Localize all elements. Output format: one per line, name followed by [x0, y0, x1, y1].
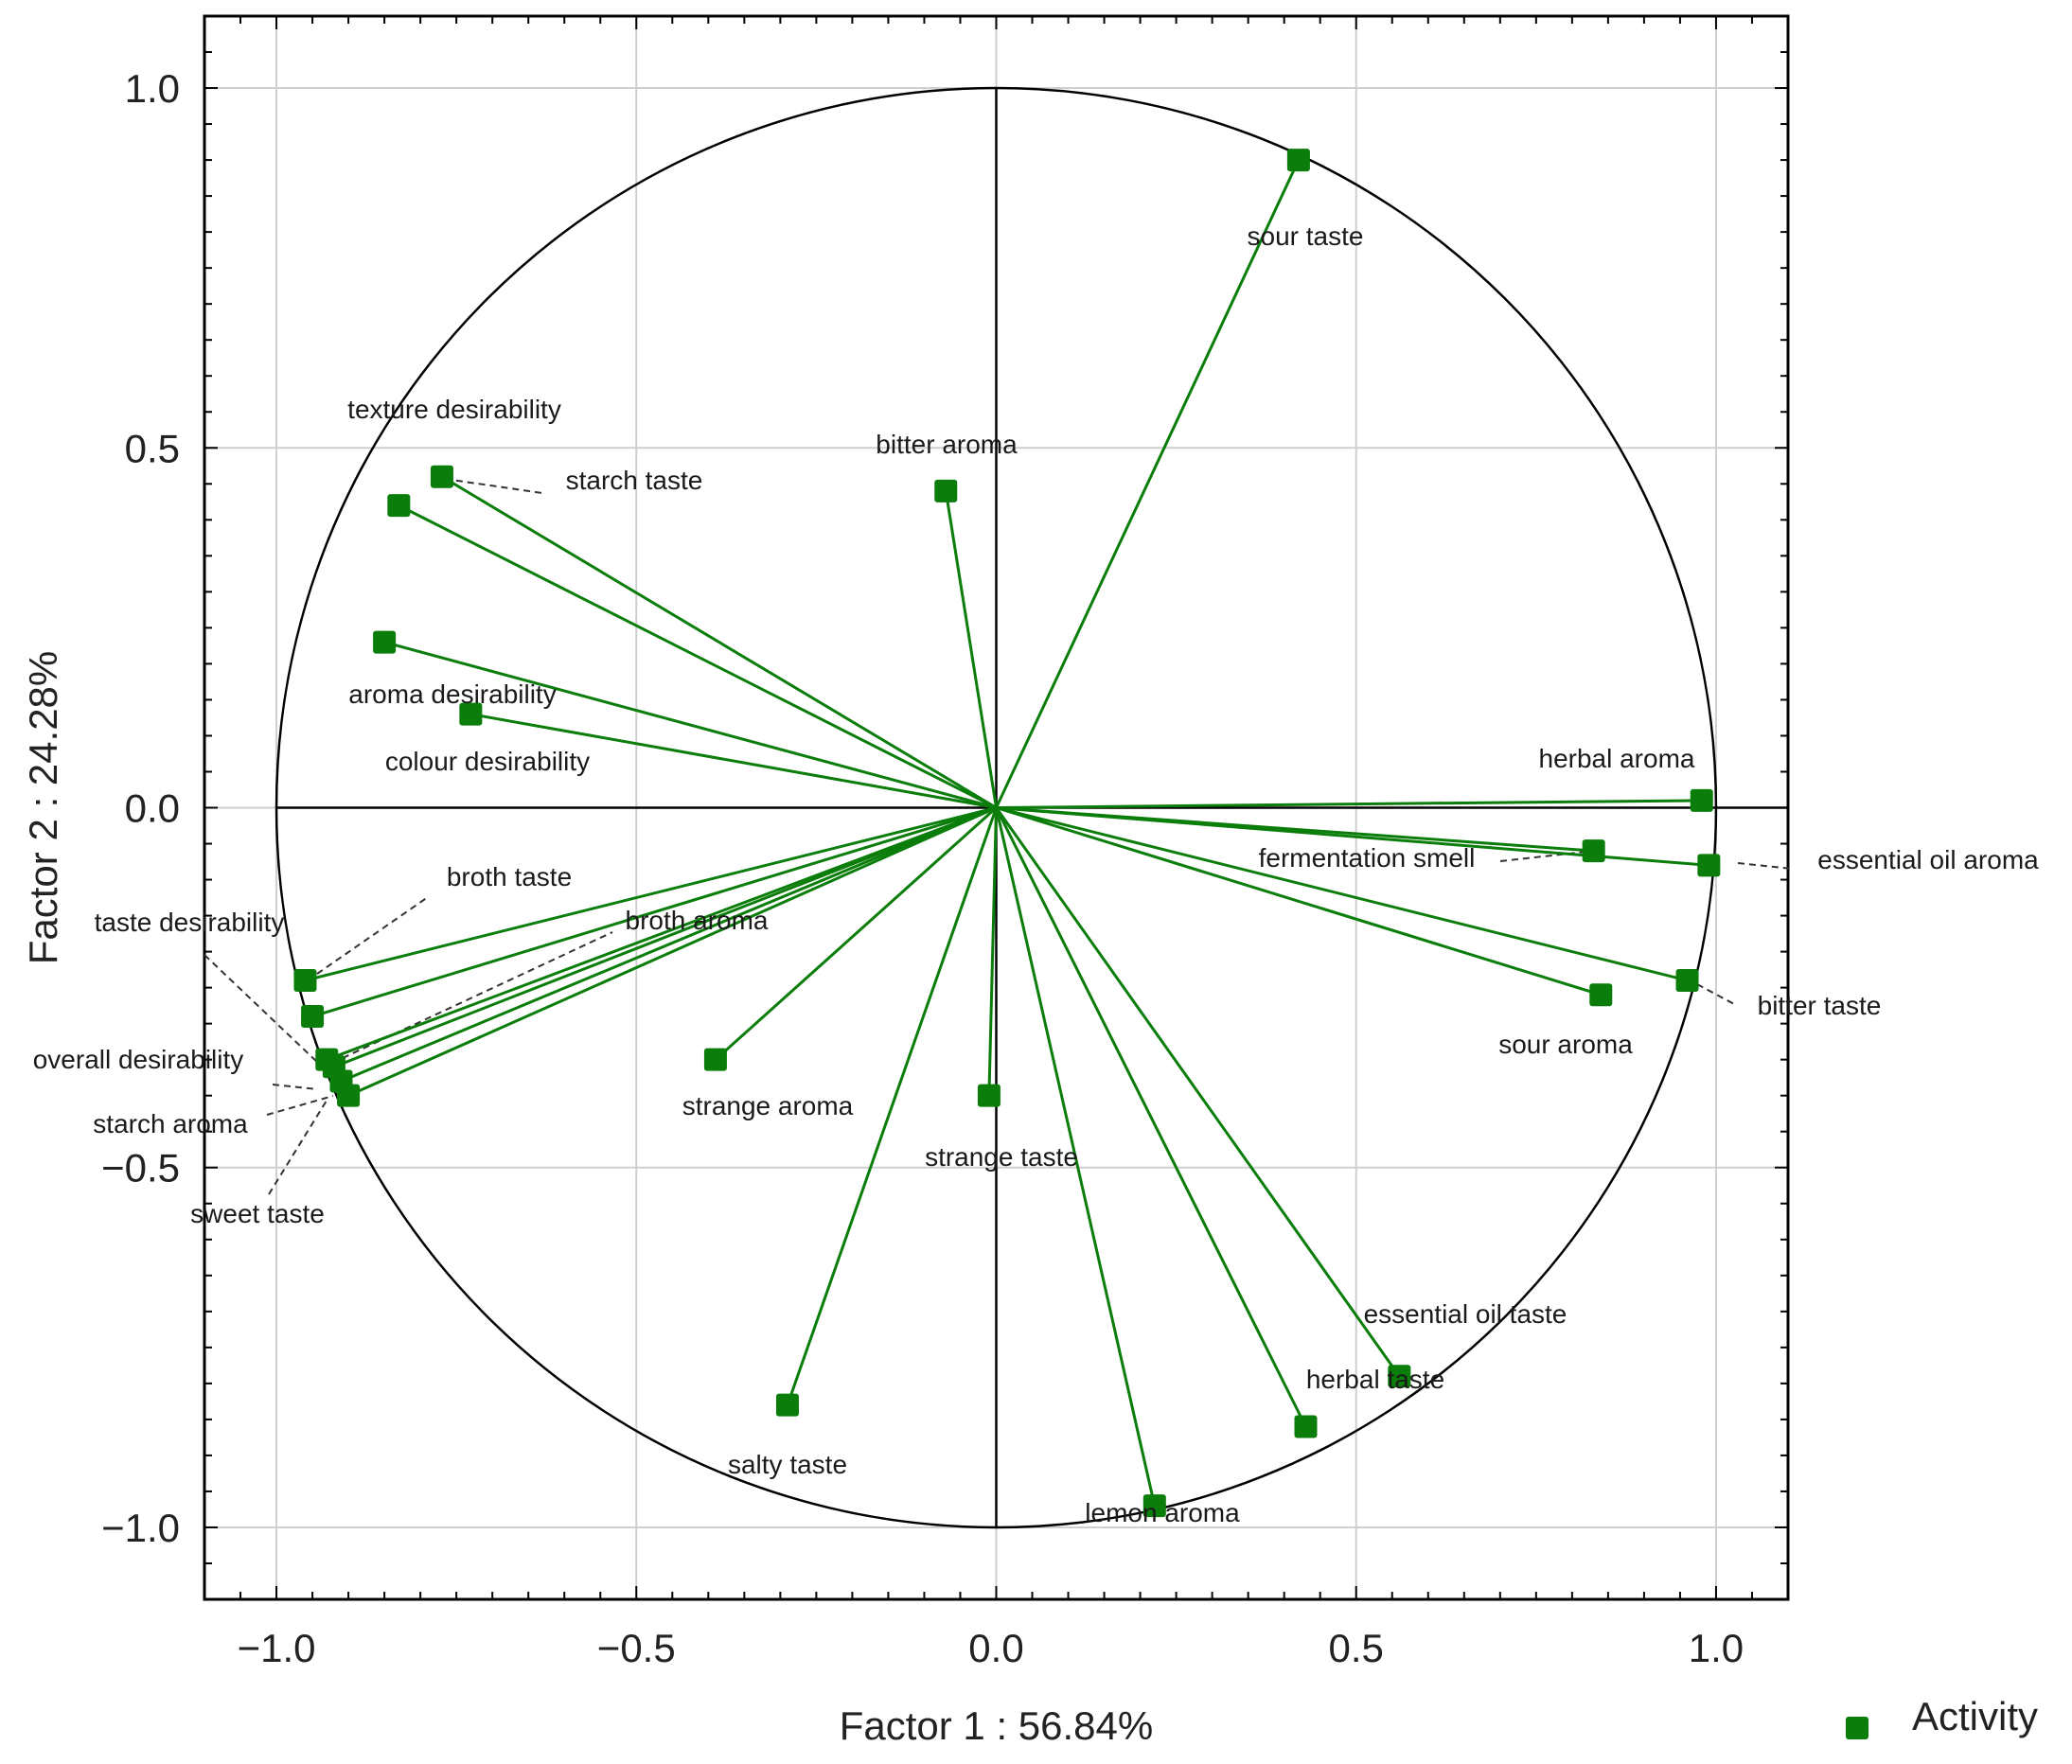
label-essential-oil-taste: essential oil taste — [1364, 1299, 1567, 1329]
y-tick-label-0: −1.0 — [101, 1506, 180, 1550]
x-tick-label-0: −1.0 — [238, 1626, 316, 1670]
marker-sour-taste — [1286, 149, 1310, 172]
vector-starch-aroma — [340, 806, 998, 1083]
label-herbal-taste: herbal taste — [1306, 1365, 1444, 1394]
label-aroma-desirability: aroma desirability — [348, 679, 556, 709]
marker-essential-oil-aroma — [1697, 854, 1721, 877]
x-tick-label-2: 0.0 — [968, 1626, 1023, 1670]
vector-broth-taste — [305, 806, 997, 982]
vector-herbal-aroma — [996, 799, 1702, 809]
vector-sweet-taste — [347, 806, 998, 1098]
label-broth-taste: broth taste — [447, 862, 572, 891]
label-salty-taste: salty taste — [728, 1450, 847, 1479]
marker-starch-taste — [430, 465, 453, 488]
vector-strange-taste — [987, 807, 998, 1096]
y-axis-title: Factor 2 : 24.28% — [21, 651, 65, 965]
tick-labels: −1.0 −0.5 0.0 0.5 1.0 −1.0 −0.5 0.0 0.5 1.0 — [101, 66, 1744, 1670]
label-fermentation-smell: fermentation smell — [1259, 843, 1476, 873]
marker-texture-desirability — [387, 494, 411, 518]
leader-overall-desirability — [272, 1084, 318, 1090]
loading-vectors — [305, 159, 1709, 1507]
marker-strange-aroma — [703, 1048, 727, 1071]
marker-bitter-taste — [1675, 969, 1699, 993]
leader-fermentation-smell — [1499, 850, 1596, 862]
label-bitter-taste: bitter taste — [1758, 991, 1882, 1020]
vector-bitter-aroma — [944, 490, 998, 808]
leader-starch-taste — [444, 478, 543, 494]
marker-salty-taste — [775, 1393, 799, 1417]
vector-strange-aroma — [714, 806, 998, 1061]
leader-starch-aroma — [266, 1095, 334, 1116]
x-tick-label-3: 0.5 — [1329, 1626, 1384, 1670]
vector-essential-oil-taste — [995, 806, 1401, 1378]
label-strange-taste: strange taste — [925, 1142, 1078, 1172]
label-broth-aroma: broth aroma — [626, 906, 769, 935]
marker-sweet-taste — [337, 1084, 361, 1107]
label-herbal-aroma: herbal aroma — [1539, 744, 1695, 773]
marker-lemon-aroma — [1142, 1494, 1166, 1518]
leader-taste-desirability — [204, 954, 321, 1066]
legend: Activity — [1846, 1694, 2038, 1739]
label-starch-aroma: starch aroma — [93, 1109, 248, 1138]
label-essential-oil-aroma: essential oil aroma — [1817, 845, 2039, 874]
vector-texture-desirability — [398, 503, 998, 809]
label-taste-desirability: taste desirability — [95, 908, 285, 937]
loading-markers — [293, 149, 1721, 1518]
plot-frame — [203, 14, 1790, 1601]
x-tick-label-4: 1.0 — [1689, 1626, 1744, 1670]
label-bitter-aroma: bitter aroma — [876, 430, 1018, 459]
legend-marker — [1846, 1717, 1868, 1739]
x-tick-label-1: −0.5 — [597, 1626, 676, 1670]
label-sweet-taste: sweet taste — [190, 1199, 325, 1228]
vector-herbal-taste — [995, 806, 1307, 1428]
marker-herbal-aroma — [1690, 788, 1713, 812]
leader-essential-oil-aroma — [1737, 862, 1793, 870]
label-colour-desirability: colour desirability — [385, 747, 590, 776]
x-axis-title: Factor 1 : 56.84% — [840, 1703, 1154, 1748]
marker-fermentation-smell — [1582, 839, 1605, 863]
marker-essential-oil-taste — [1388, 1365, 1411, 1388]
marker-herbal-taste — [1294, 1415, 1318, 1438]
vector-overall-desirability — [333, 806, 998, 1068]
leader-bitter-taste — [1696, 983, 1735, 1005]
label-starch-taste: starch taste — [566, 466, 703, 495]
vector-lemon-aroma — [995, 807, 1157, 1507]
marker-aroma-desirability — [373, 630, 397, 654]
label-sour-taste: sour taste — [1248, 221, 1364, 251]
label-overall-desirability: overall desirability — [33, 1045, 244, 1074]
marker-bitter-aroma — [934, 479, 958, 503]
y-tick-label-1: −0.5 — [101, 1146, 180, 1191]
vector-sour-taste — [995, 159, 1301, 809]
y-tick-label-3: 0.5 — [125, 426, 180, 470]
legend-label: Activity — [1912, 1694, 2038, 1738]
vector-salty-taste — [786, 807, 998, 1406]
vector-starch-taste — [441, 475, 998, 809]
marker-colour-desirability — [459, 702, 483, 726]
y-tick-label-2: 0.0 — [125, 786, 180, 831]
label-sour-aroma: sour aroma — [1498, 1030, 1633, 1059]
label-texture-desirability: texture desirability — [347, 395, 561, 424]
vector-colour-desirability — [470, 713, 997, 809]
vector-taste-desirability — [311, 806, 997, 1018]
marker-sour-aroma — [1589, 983, 1613, 1007]
label-strange-aroma: strange aroma — [682, 1091, 854, 1120]
leader-sweet-taste — [268, 1100, 328, 1195]
label-lemon-aroma: lemon aroma — [1085, 1498, 1240, 1527]
variable-labels: sour taste bitter aroma texture desirabili… — [33, 221, 2039, 1527]
marker-taste-desirability — [301, 1005, 325, 1029]
marker-strange-taste — [977, 1084, 1001, 1107]
vector-aroma-desirability — [383, 641, 997, 809]
vector-broth-aroma — [326, 806, 998, 1062]
marker-broth-taste — [293, 969, 317, 993]
y-tick-label-4: 1.0 — [125, 66, 180, 111]
vector-sour-aroma — [996, 806, 1602, 997]
vector-bitter-taste — [996, 806, 1688, 982]
